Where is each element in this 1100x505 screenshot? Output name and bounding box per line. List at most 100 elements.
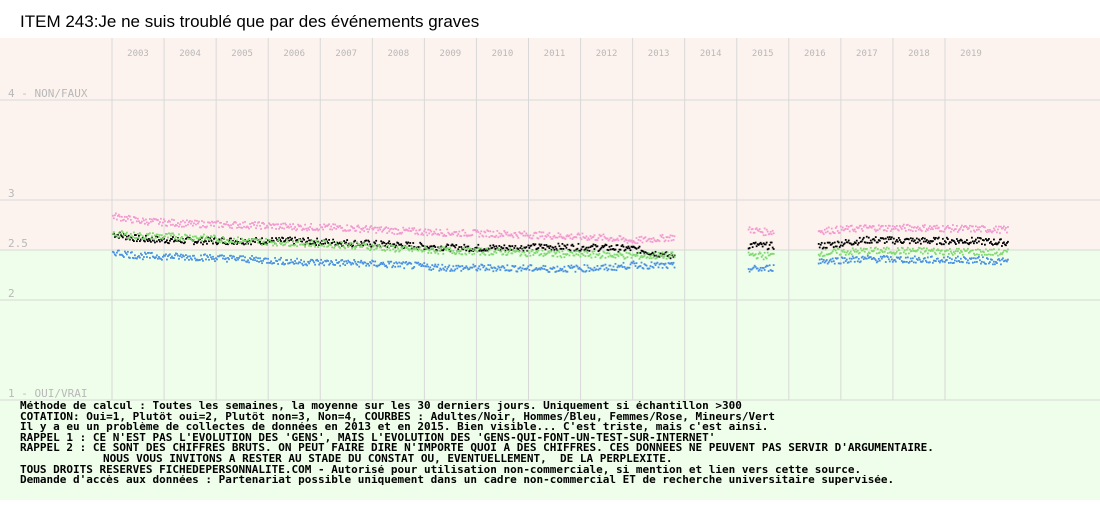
data-point <box>555 247 558 250</box>
data-point <box>591 268 594 271</box>
data-point <box>638 265 641 268</box>
data-point <box>906 223 909 226</box>
data-point <box>957 229 960 232</box>
data-point <box>128 238 131 241</box>
data-point <box>378 264 381 267</box>
data-point <box>508 234 511 237</box>
data-point <box>466 266 469 269</box>
data-point <box>844 260 847 262</box>
data-point <box>896 240 899 243</box>
data-point <box>631 262 634 264</box>
data-point <box>586 264 589 267</box>
data-point <box>837 262 840 265</box>
data-point <box>955 247 958 250</box>
data-point <box>242 240 244 242</box>
data-point <box>964 258 967 260</box>
data-point <box>338 225 341 228</box>
data-point <box>868 256 871 259</box>
data-point <box>286 226 288 229</box>
data-point <box>991 258 993 261</box>
data-point <box>663 253 666 256</box>
data-point <box>117 249 120 252</box>
data-point <box>613 249 616 251</box>
data-point <box>163 236 165 238</box>
data-point <box>524 246 527 249</box>
data-point <box>490 234 493 237</box>
data-point <box>466 248 469 250</box>
data-point <box>347 229 350 232</box>
data-point <box>436 265 439 268</box>
data-point <box>534 231 537 234</box>
x-tick-label: 2007 <box>335 49 357 59</box>
data-point <box>919 251 922 254</box>
data-point <box>417 261 420 264</box>
data-point <box>526 249 529 252</box>
data-point <box>242 242 244 245</box>
data-point <box>149 232 151 235</box>
data-point <box>112 231 115 234</box>
data-point <box>354 239 357 242</box>
data-point <box>385 246 388 248</box>
data-point <box>367 247 370 250</box>
data-point <box>322 228 325 231</box>
data-point <box>753 231 756 234</box>
data-point <box>418 246 421 249</box>
data-point <box>417 246 420 248</box>
data-point <box>292 223 294 225</box>
data-point <box>527 244 530 247</box>
data-point <box>122 233 125 235</box>
data-point <box>162 237 164 240</box>
data-point <box>751 228 754 230</box>
data-point <box>671 234 674 237</box>
data-point <box>120 253 123 256</box>
data-point <box>920 238 923 240</box>
data-point <box>238 226 240 229</box>
data-point <box>994 252 996 255</box>
data-point <box>630 256 633 259</box>
data-point <box>372 228 375 231</box>
data-point <box>517 250 520 252</box>
data-point <box>665 251 668 253</box>
data-point <box>841 250 844 253</box>
data-point <box>864 257 867 260</box>
data-point <box>364 261 367 264</box>
data-point <box>666 267 669 270</box>
data-point <box>377 264 380 267</box>
data-point <box>603 268 606 271</box>
data-point <box>288 239 290 242</box>
data-point <box>599 248 602 250</box>
data-point <box>276 244 278 247</box>
data-point <box>507 248 510 251</box>
data-point <box>588 254 591 257</box>
data-points <box>111 212 1009 273</box>
data-point <box>411 250 414 253</box>
data-point <box>406 229 409 232</box>
data-point <box>387 227 390 230</box>
data-point <box>858 236 861 239</box>
data-point <box>672 254 675 257</box>
data-point <box>210 224 212 227</box>
x-tick-label: 2018 <box>908 49 930 59</box>
data-point <box>240 241 242 243</box>
data-point <box>209 238 211 241</box>
data-point <box>553 234 556 237</box>
data-point <box>488 268 491 271</box>
data-point <box>194 241 196 244</box>
data-point <box>951 224 954 226</box>
data-point <box>176 239 178 242</box>
data-point <box>987 250 989 252</box>
data-point <box>301 262 303 265</box>
data-point <box>651 251 654 254</box>
data-point <box>203 253 205 256</box>
data-point <box>175 252 177 255</box>
data-point <box>653 254 656 257</box>
data-point <box>851 255 854 258</box>
data-point <box>330 242 333 245</box>
data-point <box>752 254 755 257</box>
data-point <box>246 240 248 243</box>
data-point <box>493 235 496 238</box>
data-point <box>933 251 936 254</box>
data-point <box>969 258 972 260</box>
data-point <box>356 263 359 266</box>
data-point <box>1000 238 1002 241</box>
